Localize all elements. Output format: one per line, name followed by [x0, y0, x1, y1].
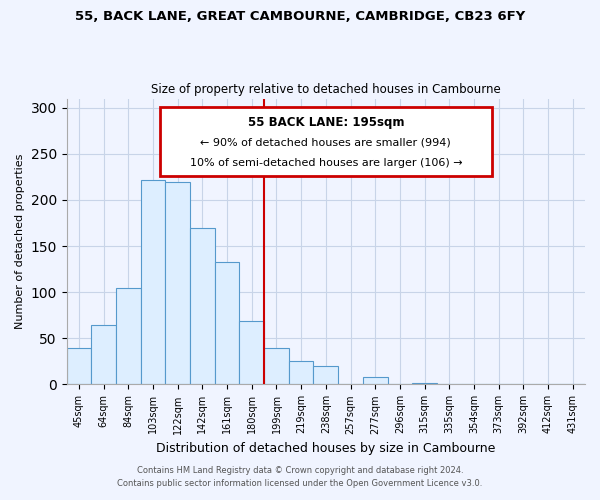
- Text: ← 90% of detached houses are smaller (994): ← 90% of detached houses are smaller (99…: [200, 138, 451, 148]
- Text: Contains HM Land Registry data © Crown copyright and database right 2024.
Contai: Contains HM Land Registry data © Crown c…: [118, 466, 482, 487]
- Y-axis label: Number of detached properties: Number of detached properties: [15, 154, 25, 329]
- Text: 55, BACK LANE, GREAT CAMBOURNE, CAMBRIDGE, CB23 6FY: 55, BACK LANE, GREAT CAMBOURNE, CAMBRIDG…: [75, 10, 525, 23]
- Bar: [91, 324, 116, 384]
- Bar: [412, 382, 437, 384]
- Text: 55 BACK LANE: 195sqm: 55 BACK LANE: 195sqm: [248, 116, 404, 128]
- Bar: [116, 288, 141, 384]
- Bar: [166, 182, 190, 384]
- Bar: [363, 377, 388, 384]
- Bar: [289, 362, 313, 384]
- Bar: [313, 366, 338, 384]
- Bar: [264, 348, 289, 385]
- Bar: [141, 180, 166, 384]
- Bar: [239, 321, 264, 384]
- Text: 10% of semi-detached houses are larger (106) →: 10% of semi-detached houses are larger (…: [190, 158, 462, 168]
- Bar: [215, 262, 239, 384]
- X-axis label: Distribution of detached houses by size in Cambourne: Distribution of detached houses by size …: [156, 442, 496, 455]
- FancyBboxPatch shape: [160, 107, 491, 176]
- Title: Size of property relative to detached houses in Cambourne: Size of property relative to detached ho…: [151, 83, 501, 96]
- Bar: [67, 348, 91, 385]
- Bar: [190, 228, 215, 384]
